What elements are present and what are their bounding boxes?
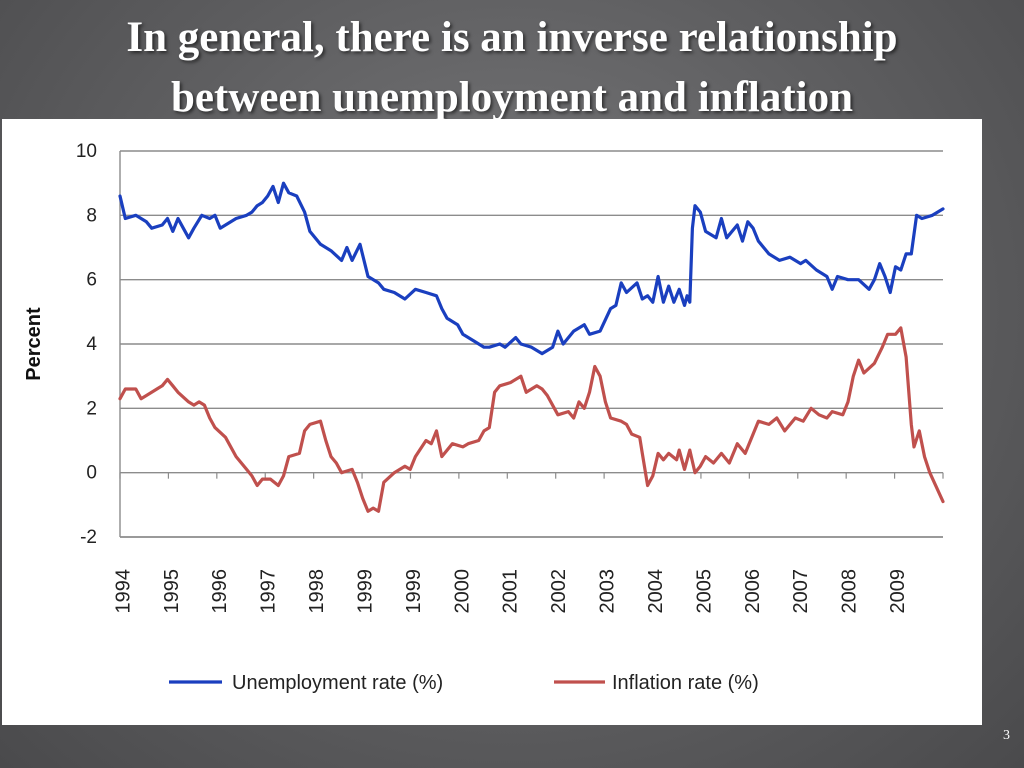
y-tick-label: 4 — [86, 334, 97, 355]
slide-title-line-1: In general, there is an inverse relation… — [126, 14, 898, 61]
line-chart: 10 8 6 4 2 0 -2 1994 1995 1996 1997 1998 1999 1999 200… — [23, 141, 945, 694]
x-tick-label: 1994 — [112, 569, 134, 614]
y-tick-label: 0 — [86, 463, 97, 484]
x-tick-label: 2000 — [451, 569, 473, 614]
x-tick-label: 2004 — [645, 569, 667, 614]
x-tick-label: 1996 — [209, 569, 231, 614]
x-tick-label: 2007 — [790, 569, 812, 614]
legend-label: Unemployment rate (%) — [232, 672, 443, 694]
x-tick-label: 2003 — [597, 569, 619, 614]
y-tick-label: 8 — [86, 205, 97, 226]
unemployment-series-line — [118, 181, 945, 356]
slide-title: In general, there is an inverse relation… — [0, 8, 1024, 128]
y-tick-label: -2 — [80, 527, 97, 548]
x-tick-label: 2008 — [839, 569, 861, 614]
y-tick-label: 10 — [76, 141, 97, 162]
x-tick-label: 2005 — [693, 569, 715, 614]
y-tick-label: 2 — [86, 398, 97, 419]
slide-title-line-2: between unemployment and inflation — [170, 74, 854, 121]
chart-panel: 10 8 6 4 2 0 -2 1994 1995 1996 1997 1998 1999 1999 200… — [2, 119, 982, 725]
x-tick-label: 2001 — [500, 569, 522, 614]
y-tick-label: 6 — [86, 270, 97, 291]
inflation-series-line — [118, 326, 945, 513]
y-axis-label: Percent — [23, 307, 45, 381]
x-tick-label: 1995 — [161, 569, 183, 614]
x-tick-label: 2006 — [742, 569, 764, 614]
x-tick-label: 2009 — [887, 569, 909, 614]
x-tick-label: 2002 — [548, 569, 570, 614]
x-tick-label: 1999 — [403, 569, 425, 614]
x-tick-label: 1998 — [306, 569, 328, 614]
legend-label: Inflation rate (%) — [612, 672, 759, 694]
x-tick-label: 1997 — [258, 569, 280, 614]
x-tick-label: 1999 — [354, 569, 376, 614]
slide-number: 3 — [1003, 728, 1010, 743]
